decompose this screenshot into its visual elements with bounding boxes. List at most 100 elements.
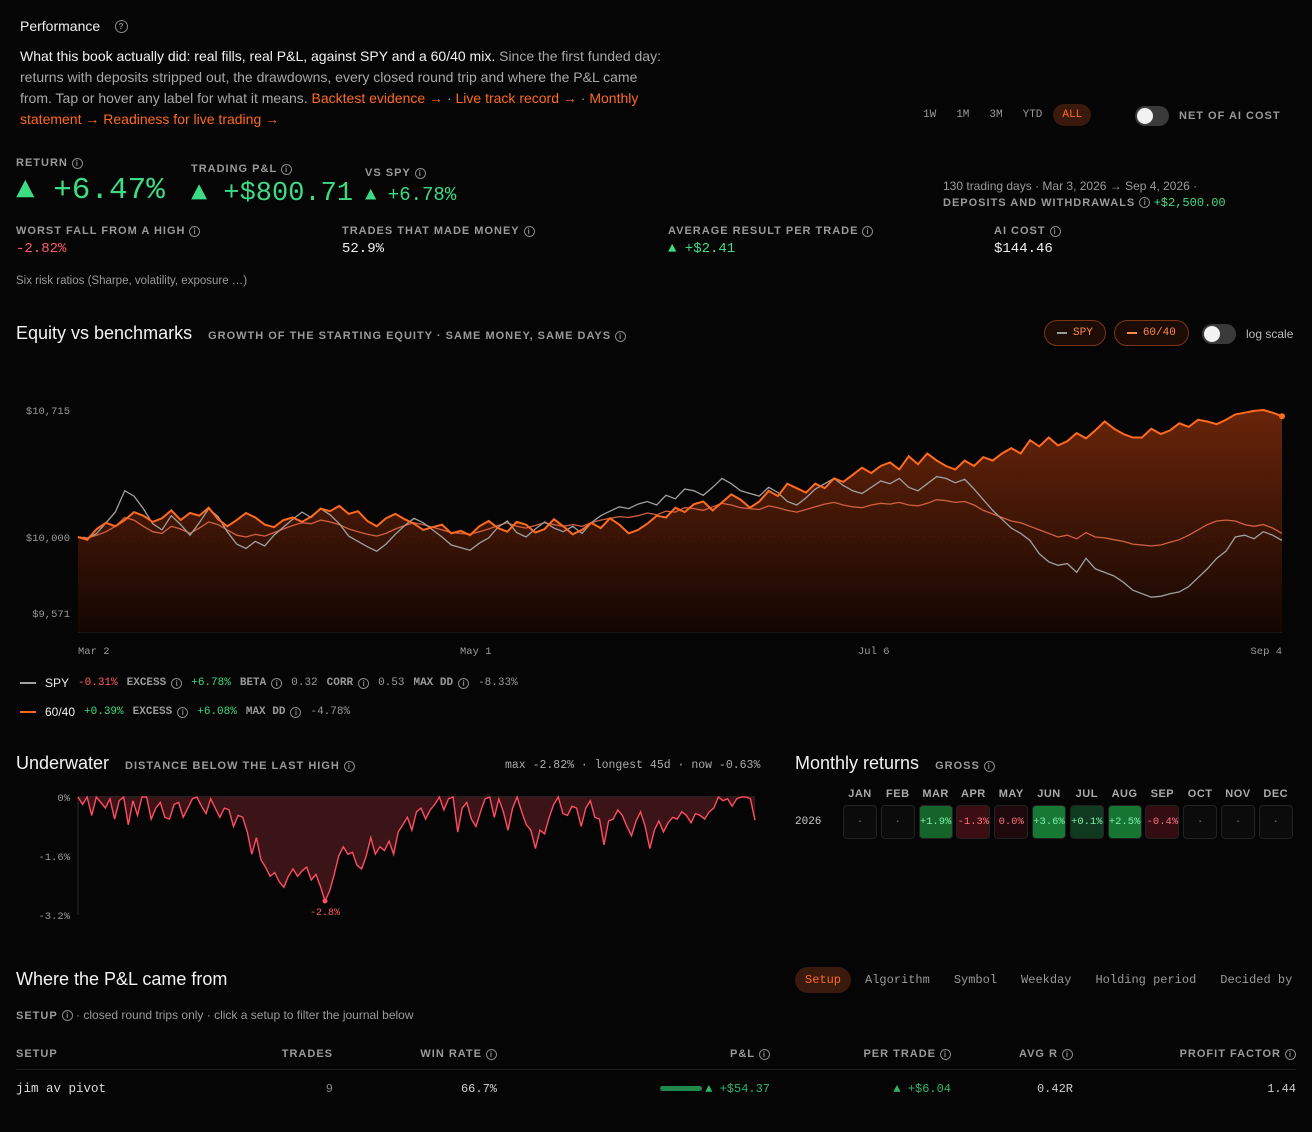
col-profit-factor[interactable]: PROFIT FACTOR i	[1180, 1048, 1296, 1060]
month-cell-jul[interactable]: +0.1%	[1069, 805, 1104, 839]
range-all[interactable]: ALL	[1053, 104, 1092, 126]
pnl-caption: SETUP i · closed round trips only · click…	[16, 1008, 414, 1022]
tab-weekday[interactable]: Weekday	[1021, 973, 1072, 987]
underwater-line	[77, 794, 756, 903]
month-cell-jan[interactable]: ·	[843, 805, 877, 839]
benchmark-pill-spy[interactable]: SPY	[1044, 320, 1106, 346]
x-tick-label: Jul 6	[858, 646, 890, 658]
info-icon[interactable]: i	[615, 330, 627, 342]
info-icon[interactable]: i	[458, 677, 470, 689]
month-header-jul: JUL	[1075, 788, 1098, 800]
month-cell-apr[interactable]: -1.3%	[956, 805, 991, 839]
help-icon[interactable]: ?	[114, 20, 128, 34]
log-scale-toggle[interactable]	[1202, 324, 1236, 344]
page-title: Performance ?	[20, 18, 128, 36]
max-drawdown-dot	[322, 898, 328, 904]
net-ai-cost-toggle[interactable]	[1135, 106, 1169, 126]
month-header-feb: FEB	[886, 788, 910, 800]
cell-setup: jim av pivot	[16, 1082, 107, 1096]
y-tick-label: $10,715	[26, 406, 70, 418]
y-tick-label: $9,571	[32, 609, 70, 621]
info-icon[interactable]: i	[862, 225, 874, 237]
range-3m[interactable]: 3M	[989, 109, 1003, 121]
risk-ratios-toggle[interactable]: Six risk ratios (Sharpe, volatility, exp…	[16, 275, 248, 287]
table-row[interactable]: jim av pivot 9 66.7% ▲ +$54.37 ▲ +$6.04 …	[16, 1070, 1296, 1108]
legend-row-6040: 60/40 +0.39% EXCESS i +6.08% MAX DD i -4.7…	[20, 705, 350, 719]
tab-decided-by[interactable]: Decided by	[1220, 973, 1293, 987]
info-icon[interactable]: i	[414, 167, 426, 179]
info-icon[interactable]: i	[1049, 225, 1061, 237]
month-cell-feb[interactable]: ·	[880, 805, 915, 839]
range-1w[interactable]: 1W	[923, 109, 937, 121]
stat-win-rate: TRADES THAT MADE MONEY i 52.9%	[342, 225, 535, 257]
col-pnl[interactable]: P&L i	[730, 1048, 770, 1060]
col-per-trade[interactable]: PER TRADE i	[863, 1048, 951, 1060]
month-header-aug: AUG	[1111, 788, 1138, 800]
pnl-bar	[660, 1086, 702, 1091]
legend-swatch-6040	[20, 711, 36, 713]
col-setup[interactable]: SETUP	[16, 1048, 58, 1060]
cell-pnl: ▲ +$54.37	[705, 1082, 770, 1096]
info-icon[interactable]: i	[1139, 197, 1151, 209]
tab-algorithm[interactable]: Algorithm	[865, 973, 930, 987]
equity-subtitle: GROWTH OF THE STARTING EQUITY · SAME MON…	[208, 330, 627, 342]
info-icon[interactable]: i	[189, 225, 201, 237]
book-equity-area	[78, 410, 1282, 632]
info-icon[interactable]: i	[61, 1010, 73, 1022]
info-icon[interactable]: i	[171, 677, 183, 689]
equity-title: Equity vs benchmarks	[16, 323, 193, 343]
info-icon[interactable]: i	[523, 225, 535, 237]
month-cell-dec[interactable]: ·	[1258, 805, 1293, 839]
info-icon[interactable]: i	[177, 706, 189, 718]
underwater-area	[78, 797, 755, 901]
link-live-track-record[interactable]: Live track record →	[455, 90, 577, 106]
range-ytd[interactable]: YTD	[1022, 109, 1043, 121]
month-cell-may[interactable]: 0.0%	[994, 805, 1029, 839]
legend-swatch-spy	[20, 682, 36, 684]
table-header: SETUP TRADES WIN RATE i P&L i PER TRADE i A…	[16, 1040, 1296, 1070]
period-meta: 130 trading days · Mar 3, 2026 → Sep 4, …	[943, 179, 1226, 210]
y-tick-label: $10,000	[26, 533, 70, 545]
cell-trades: 9	[325, 1082, 333, 1096]
x-tick-label: Mar 2	[78, 646, 110, 658]
month-header-dec: DEC	[1263, 788, 1289, 800]
intro-paragraph: What this book actually did: real fills,…	[20, 48, 661, 127]
info-icon[interactable]: i	[343, 760, 355, 772]
y-tick-label: -1.6%	[38, 852, 70, 864]
y-tick-label: 0%	[57, 793, 70, 805]
link-readiness[interactable]: Readiness for live trading →	[103, 111, 280, 127]
info-icon[interactable]: i	[71, 157, 83, 169]
month-headers: JAN FEB MAR APR MAY JUN JUL AUG SEP OCT NOV DEC	[843, 788, 1293, 800]
tab-holding-period[interactable]: Holding period	[1095, 973, 1197, 987]
net-ai-cost-label: NET OF AI COST	[1179, 110, 1281, 122]
underwater-chart[interactable]: 0% -1.6% -3.2% -2.8%	[0, 785, 780, 925]
link-monthly-statement[interactable]: Monthly statement →	[20, 90, 639, 127]
log-scale-label: log scale	[1246, 327, 1294, 341]
pnl-tabs: Setup Algorithm Symbol Weekday Holding p…	[795, 967, 1302, 993]
info-icon[interactable]: i	[983, 760, 995, 772]
benchmark-pill-6040[interactable]: 60/40	[1113, 320, 1189, 346]
info-icon[interactable]: i	[281, 163, 293, 175]
stat-ai-cost: AI COST i $144.46	[994, 225, 1061, 257]
month-cell-oct[interactable]: ·	[1183, 805, 1218, 839]
link-backtest-evidence[interactable]: Backtest evidence →	[311, 90, 444, 106]
max-drawdown-label: -2.8%	[310, 908, 340, 919]
info-icon[interactable]: i	[358, 677, 370, 689]
month-cell-mar[interactable]: +1.9%	[918, 805, 953, 839]
col-trades[interactable]: TRADES	[281, 1048, 333, 1060]
range-1m[interactable]: 1M	[956, 109, 970, 121]
month-header-sep: SEP	[1150, 788, 1175, 800]
stat-worst-fall: WORST FALL FROM A HIGH i -2.82%	[16, 225, 201, 257]
month-cell-aug[interactable]: +2.5%	[1107, 805, 1142, 839]
pnl-title: Where the P&L came from	[16, 969, 228, 989]
equity-chart[interactable]: $10,715 $10,000 $9,571 Mar 2 May 1 Jul 6 Sep …	[0, 390, 1312, 660]
month-cell-nov[interactable]: ·	[1220, 805, 1255, 839]
month-cell-sep[interactable]: -0.4%	[1145, 805, 1180, 839]
info-icon[interactable]: i	[271, 677, 283, 689]
tab-symbol[interactable]: Symbol	[953, 973, 998, 987]
col-win-rate[interactable]: WIN RATE i	[420, 1048, 497, 1060]
tab-setup[interactable]: Setup	[795, 967, 852, 993]
month-cell-jun[interactable]: +3.6%	[1031, 805, 1066, 839]
info-icon[interactable]: i	[290, 706, 302, 718]
